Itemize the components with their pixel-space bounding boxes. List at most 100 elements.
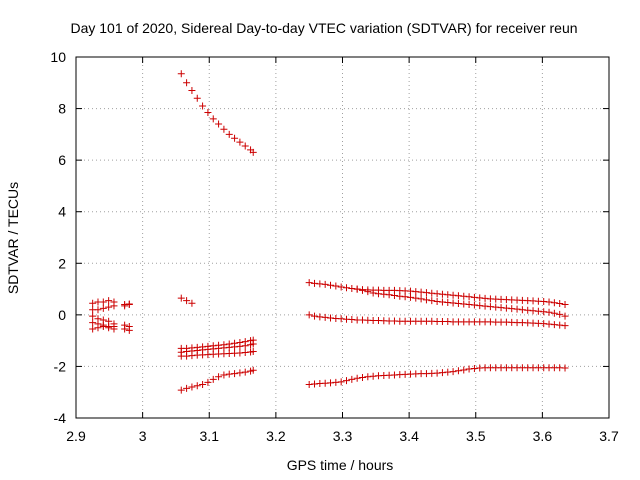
data-point xyxy=(204,378,212,386)
data-point xyxy=(380,290,388,298)
data-point xyxy=(177,294,185,302)
data-point xyxy=(311,312,319,320)
data-point xyxy=(561,301,569,309)
x-tick-label: 2.9 xyxy=(66,428,86,444)
data-point xyxy=(193,94,201,102)
data-point xyxy=(492,303,500,311)
y-axis-label: SDTVAR / TECUs xyxy=(5,182,21,294)
data-point xyxy=(99,304,107,312)
data-point xyxy=(401,293,409,301)
data-point xyxy=(449,368,457,376)
data-point xyxy=(220,344,228,352)
data-point xyxy=(540,320,548,328)
data-point xyxy=(188,383,196,391)
data-point xyxy=(110,302,118,310)
data-point xyxy=(550,309,558,317)
y-tick-label: 2 xyxy=(58,255,66,271)
data-point xyxy=(465,293,473,301)
data-point xyxy=(215,373,223,381)
data-point xyxy=(332,378,340,386)
data-point xyxy=(321,313,329,321)
data-point xyxy=(470,293,478,301)
data-point xyxy=(556,300,564,308)
x-tick-label: 3.7 xyxy=(599,428,619,444)
data-point xyxy=(321,280,329,288)
x-tick-label: 3.5 xyxy=(466,428,486,444)
data-point xyxy=(481,302,489,310)
data-point xyxy=(225,130,233,138)
data-point xyxy=(438,298,446,306)
data-point xyxy=(89,299,97,307)
data-point xyxy=(444,298,452,306)
series-mid-bottom xyxy=(177,366,257,394)
data-point xyxy=(433,297,441,305)
data-point xyxy=(508,305,516,313)
data-point xyxy=(545,298,553,306)
data-point xyxy=(125,301,133,309)
data-point xyxy=(236,369,244,377)
data-point xyxy=(540,308,548,316)
data-point xyxy=(342,284,350,292)
data-marks xyxy=(89,70,569,394)
data-point xyxy=(94,306,102,314)
data-point xyxy=(231,343,239,351)
data-point xyxy=(476,302,484,310)
data-point xyxy=(332,282,340,290)
data-point xyxy=(422,296,430,304)
data-point xyxy=(444,368,452,376)
data-point xyxy=(449,299,457,307)
data-point xyxy=(364,373,372,381)
data-point xyxy=(406,293,414,301)
series-late-upper xyxy=(305,279,569,309)
data-point xyxy=(241,368,249,376)
data-point xyxy=(561,322,569,330)
data-point xyxy=(337,315,345,323)
data-point xyxy=(438,369,446,377)
data-point xyxy=(342,377,350,385)
data-point xyxy=(534,307,542,315)
data-point xyxy=(449,291,457,299)
data-point xyxy=(105,324,113,332)
chart-title: Day 101 of 2020, Sidereal Day-to-day VTE… xyxy=(70,20,577,36)
data-point xyxy=(220,125,228,133)
y-tick-label: 4 xyxy=(58,204,66,220)
series-early-lower xyxy=(89,322,118,333)
y-tick-label: 10 xyxy=(50,49,66,65)
data-point xyxy=(556,321,564,329)
data-point xyxy=(316,313,324,321)
data-point xyxy=(353,285,361,293)
data-point xyxy=(183,297,191,305)
data-point xyxy=(105,297,113,305)
data-point xyxy=(358,374,366,382)
data-point xyxy=(454,292,462,300)
data-point xyxy=(220,371,228,379)
data-point xyxy=(556,310,564,318)
data-point xyxy=(518,306,526,314)
data-point xyxy=(209,375,217,383)
data-point xyxy=(428,289,436,297)
data-point xyxy=(105,303,113,311)
data-point xyxy=(188,299,196,307)
data-point xyxy=(353,374,361,382)
series-late-second xyxy=(353,285,569,320)
data-point xyxy=(433,369,441,377)
data-point xyxy=(241,349,249,357)
data-point xyxy=(417,295,425,303)
y-tick-label: -2 xyxy=(54,358,67,374)
data-point xyxy=(89,325,97,333)
data-point xyxy=(433,290,441,298)
data-point xyxy=(249,366,257,374)
data-point xyxy=(412,294,420,302)
data-point xyxy=(241,142,249,150)
data-point xyxy=(236,349,244,357)
data-point xyxy=(412,288,420,296)
y-tick-label: 0 xyxy=(58,307,66,323)
series-late-third xyxy=(305,311,569,330)
data-point xyxy=(502,304,510,312)
data-point xyxy=(369,289,377,297)
data-point xyxy=(94,324,102,332)
data-point xyxy=(406,287,414,295)
data-point xyxy=(460,366,468,374)
data-point xyxy=(121,325,129,333)
data-point xyxy=(327,281,335,289)
